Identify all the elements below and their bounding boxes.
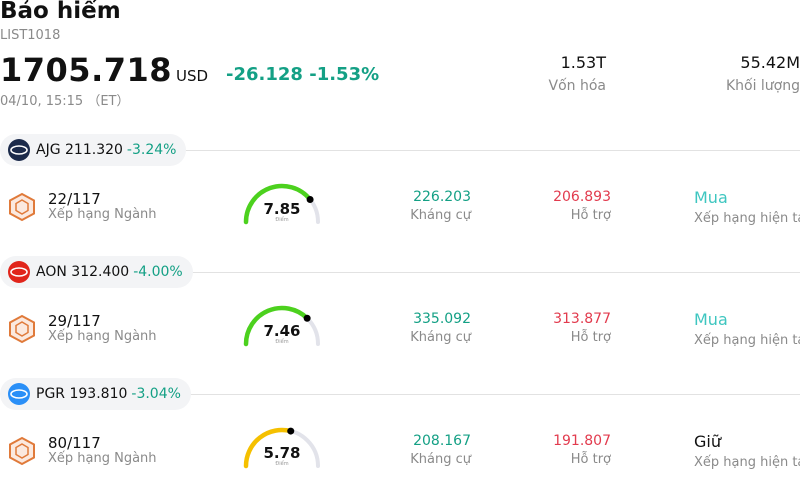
- support-value: 206.893: [553, 189, 611, 205]
- page-title: Bảo hiểm: [0, 0, 121, 24]
- index-code: LIST1018: [0, 28, 61, 43]
- gauge-fill: [243, 427, 293, 469]
- stock-price: 312.400: [71, 264, 130, 280]
- row-divider: [0, 394, 800, 395]
- gauge-fill: [243, 305, 310, 347]
- score-gauge: [237, 180, 327, 230]
- gauge-marker: [287, 427, 295, 435]
- market-cap-label: Vốn hóa: [548, 78, 606, 94]
- company-logo-icon: [8, 261, 30, 283]
- score-label: Điểm: [275, 339, 289, 345]
- stock-change-percent: -4.00%: [133, 264, 183, 280]
- score-value: 7.85: [263, 200, 301, 218]
- stock-change-percent: -3.04%: [131, 386, 181, 402]
- industry-rank-label: Xếp hạng Ngành: [48, 329, 157, 344]
- rank-hex-icon: [8, 314, 36, 348]
- industry-rank: 22/117: [48, 190, 101, 208]
- company-logo-icon: [8, 139, 30, 161]
- index-change: -26.128 -1.53%: [226, 64, 379, 85]
- stock-tag[interactable]: PGR 193.810 -3.04%: [0, 378, 191, 410]
- index-price: 1705.718: [0, 51, 173, 89]
- rating-value: Mua: [694, 188, 728, 207]
- row-divider: [0, 150, 800, 151]
- rating-label: Xếp hạng hiện tại: [694, 211, 800, 226]
- rating-value: Mua: [694, 310, 728, 329]
- score-label: Điểm: [275, 217, 289, 223]
- rating-label: Xếp hạng hiện tại: [694, 333, 800, 348]
- gauge-marker: [303, 314, 311, 322]
- support-label: Hỗ trợ: [570, 208, 611, 223]
- support-value: 313.877: [553, 311, 611, 327]
- company-logo-icon: [8, 383, 30, 405]
- support-label: Hỗ trợ: [570, 452, 611, 467]
- stock-ticker: AON: [36, 264, 67, 280]
- volume-value: 55.42M: [740, 53, 800, 72]
- gauge-fill: [243, 183, 313, 225]
- score-gauge: [237, 424, 327, 474]
- resistance-label: Kháng cự: [410, 452, 471, 467]
- change-percent: -1.53%: [309, 64, 380, 85]
- stock-ticker: PGR: [36, 386, 66, 402]
- market-cap-value: 1.53T: [560, 53, 606, 72]
- currency-label: USD: [176, 67, 209, 85]
- support-label: Hỗ trợ: [570, 330, 611, 345]
- stock-price: 193.810: [69, 386, 128, 402]
- score-value: 7.46: [263, 322, 301, 340]
- stock-tag[interactable]: AJG 211.320 -3.24%: [0, 134, 187, 166]
- resistance-value: 226.203: [413, 189, 471, 205]
- stock-tag[interactable]: AON 312.400 -4.00%: [0, 256, 193, 288]
- rank-hex-icon: [8, 192, 36, 226]
- timestamp: 04/10, 15:15 （ET）: [0, 94, 130, 109]
- score-gauge: [237, 302, 327, 352]
- resistance-value: 208.167: [413, 433, 471, 449]
- resistance-value: 335.092: [413, 311, 471, 327]
- row-divider: [0, 272, 800, 273]
- score-value: 5.78: [263, 444, 301, 462]
- industry-rank-label: Xếp hạng Ngành: [48, 207, 157, 222]
- change-value: -26.128: [226, 64, 303, 85]
- stock-price: 211.320: [65, 142, 123, 158]
- industry-rank-label: Xếp hạng Ngành: [48, 451, 157, 466]
- industry-rank: 29/117: [48, 312, 101, 330]
- industry-rank: 80/117: [48, 434, 101, 452]
- rating-label: Xếp hạng hiện tại: [694, 455, 800, 470]
- support-value: 191.807: [553, 433, 611, 449]
- resistance-label: Kháng cự: [410, 208, 471, 223]
- resistance-label: Kháng cự: [410, 330, 471, 345]
- rating-value: Giữ: [694, 432, 721, 451]
- score-label: Điểm: [275, 461, 289, 467]
- stock-ticker: AJG: [36, 142, 61, 158]
- volume-label: Khối lượng: [725, 78, 800, 94]
- gauge-marker: [306, 195, 314, 203]
- stock-change-percent: -3.24%: [126, 142, 177, 158]
- rank-hex-icon: [8, 436, 36, 470]
